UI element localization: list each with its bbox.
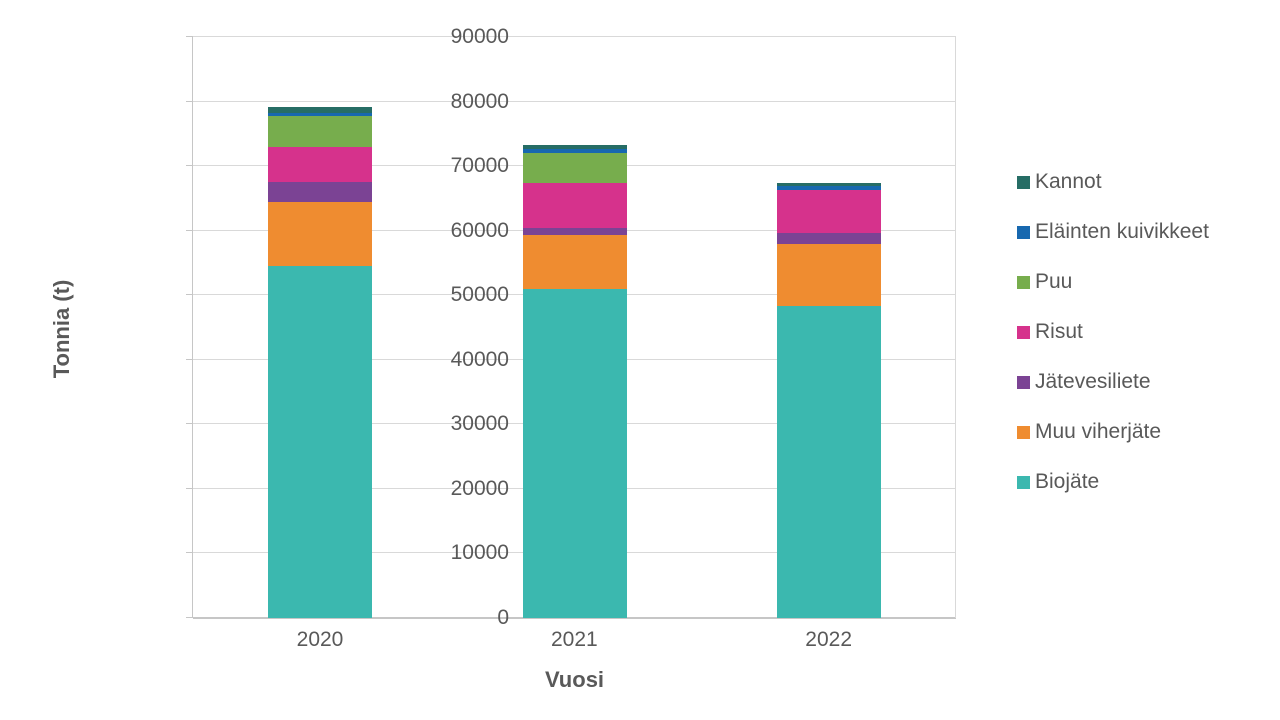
stacked-bar-2020: [268, 107, 373, 618]
y-tick-label: 70000: [450, 154, 509, 178]
y-axis-tick: [186, 423, 193, 425]
x-tick-label: 2021: [550, 628, 598, 651]
bar-segment: [268, 146, 373, 183]
bar-segment: [776, 232, 881, 244]
legend-item: Jätevesiliete: [1017, 357, 1209, 407]
legend-label: Muu viherjäte: [1035, 420, 1162, 443]
legend: Kannot Eläinten kuivikkeet Puu Risut Jäteves…: [1017, 157, 1209, 507]
legend-item: Risut: [1017, 307, 1209, 357]
bar-segment: [522, 234, 627, 289]
legend-swatch-icon: [1017, 325, 1030, 339]
legend-swatch-icon: [1017, 375, 1030, 389]
bar-segment: [776, 243, 881, 306]
y-tick-label: 10000: [450, 541, 509, 565]
legend-label: Jätevesiliete: [1035, 370, 1151, 393]
y-tick-label: 20000: [450, 476, 509, 500]
y-tick-label: 0: [497, 606, 509, 629]
y-tick-label: 40000: [450, 347, 509, 371]
x-axis-title: Vuosi: [544, 667, 605, 692]
plot-border-right: [955, 37, 956, 618]
y-axis-tick: [186, 36, 193, 37]
y-tick-label: 90000: [450, 25, 509, 48]
legend-item: Eläinten kuivikkeet: [1017, 207, 1209, 257]
y-axis-tick: [186, 487, 193, 489]
bar-segment: [776, 305, 881, 618]
y-axis-tick: [186, 552, 193, 554]
y-axis-tick: [186, 358, 193, 360]
y-axis-tick: [186, 617, 193, 618]
bar-segment: [522, 228, 627, 235]
y-axis-tick: [186, 100, 193, 102]
bar-segment: [522, 144, 627, 150]
y-tick-label: 30000: [450, 412, 509, 436]
y-axis-tick: [186, 165, 193, 167]
legend-swatch-icon: [1017, 275, 1030, 289]
bar-segment: [776, 182, 881, 187]
bar-segment: [522, 288, 627, 618]
y-axis-tick: [186, 294, 193, 296]
legend-item: Kannot: [1017, 157, 1209, 207]
legend-swatch-icon: [1017, 475, 1030, 489]
stacked-bar-2022: [776, 182, 881, 618]
bar-segment: [268, 182, 373, 202]
bar-segment: [522, 182, 627, 229]
legend-swatch-icon: [1017, 225, 1030, 239]
legend-label: Eläinten kuivikkeet: [1035, 220, 1209, 243]
legend-label: Biojäte: [1035, 470, 1100, 493]
legend-item: Muu viherjäte: [1017, 407, 1209, 457]
gridline: [193, 100, 956, 102]
legend-label: Risut: [1035, 320, 1083, 343]
bar-segment: [268, 116, 373, 147]
bar-segment: [522, 153, 627, 183]
y-tick-label: 50000: [450, 283, 509, 307]
legend-label: Puu: [1035, 270, 1073, 293]
x-tick-label: 2020: [296, 628, 344, 651]
y-axis-line: [192, 37, 193, 618]
gridline: [193, 36, 956, 37]
legend-item: Puu: [1017, 257, 1209, 307]
x-tick-label: 2022: [805, 628, 853, 651]
bar-segment: [268, 201, 373, 267]
bar-segment: [776, 190, 881, 233]
bar-segment: [776, 186, 881, 190]
stacked-bar-2021: [522, 144, 627, 618]
y-axis-title: Tonnia (t): [49, 279, 74, 379]
plot-area: [186, 36, 956, 619]
y-tick-label: 60000: [450, 218, 509, 242]
bar-segment: [268, 266, 373, 618]
bar-segment: [268, 107, 373, 113]
legend-item: Biojäte: [1017, 457, 1209, 507]
legend-swatch-icon: [1017, 175, 1030, 189]
bar-segment: [268, 112, 373, 117]
bar-segment: [522, 149, 627, 154]
y-tick-label: 80000: [450, 89, 509, 113]
y-axis-tick: [186, 229, 193, 231]
legend-label: Kannot: [1035, 170, 1102, 193]
legend-swatch-icon: [1017, 425, 1030, 439]
x-axis-line: [193, 617, 956, 619]
